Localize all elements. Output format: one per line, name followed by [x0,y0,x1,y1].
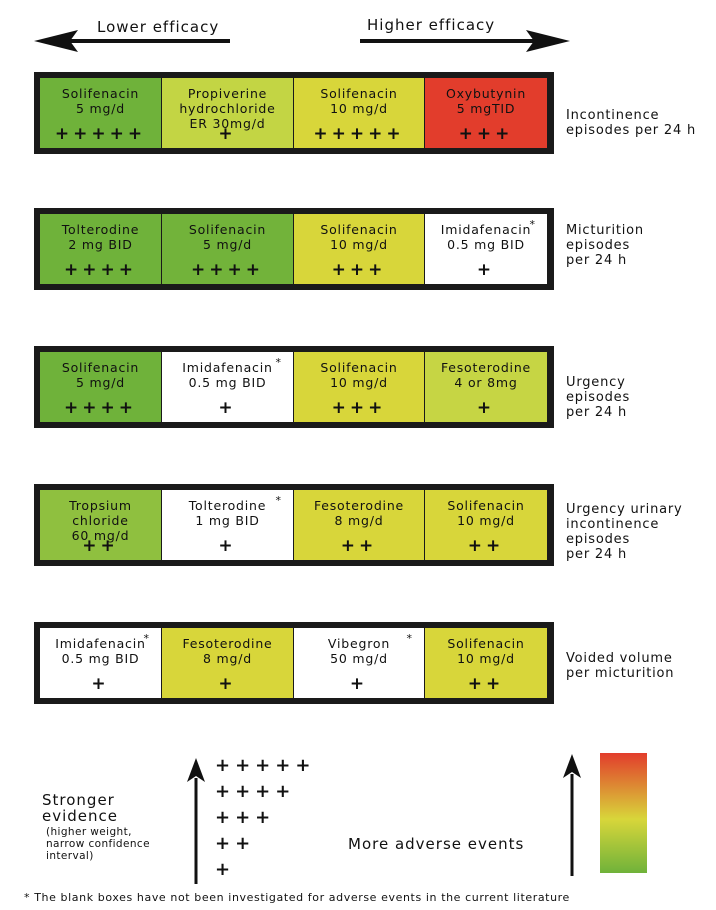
evidence-level: + [215,859,236,880]
drug-cell: Imidafenacin 0.5 mg BID * + [162,352,293,422]
asterisk-marker: * [406,632,413,645]
drug-label: Tolterodine 1 mg BID [188,498,267,528]
drug-label: Solifenacin 5 mg/d [61,360,140,390]
evidence-plus: +++ [458,124,514,144]
drug-cell: Solifenacin 10 mg/d +++ [294,214,424,284]
outcome-label: Micturition episodes per 24 h [566,223,644,268]
evidence-plus: + [349,674,369,694]
evidence-plus: ++++ [191,260,264,280]
efficacy-row: Tropsium chloride 60 mg/d ++ Tolterodine 1… [34,484,554,566]
left-arrowhead [34,30,78,52]
drug-cell: Solifenacin 10 mg/d ++ [425,628,547,698]
adverse-arrow [563,754,581,876]
drug-cell: Tropsium chloride 60 mg/d ++ [40,490,161,560]
drug-label: Oxybutynin 5 mgTID [445,86,527,116]
outcome-label: Urgency urinary incontinence episodes pe… [566,502,683,562]
drug-label: Propiverine hydrochloride ER 30mg/d [179,86,276,131]
adverse-gradient-bar [600,753,647,873]
adverse-events-label: More adverse events [348,835,525,853]
asterisk-marker: * [529,218,536,231]
drug-cell: Solifenacin 10 mg/d +++++ [294,78,424,148]
drug-label: Fesoterodine 4 or 8mg [440,360,532,390]
evidence-arrow [187,758,205,884]
drug-label: Solifenacin 5 mg/d [188,222,267,252]
right-arrowhead [526,30,570,52]
evidence-plus: + [476,398,496,418]
evidence-plus: +++ [331,260,387,280]
evidence-level: +++++ [215,755,316,776]
outcome-label: Voided volume per micturition [566,651,675,681]
drug-label: Tropsium chloride 60 mg/d [69,498,132,543]
evidence-plus: +++++ [313,124,405,144]
evidence-plus: + [218,674,237,694]
lower-efficacy-label: Lower efficacy [97,18,220,36]
drug-label: Solifenacin 10 mg/d [447,636,525,666]
asterisk-marker: * [275,356,282,369]
evidence-level: ++++ [215,781,296,802]
evidence-plus: + [218,398,237,418]
asterisk-marker: * [275,494,282,507]
efficacy-row: Imidafenacin 0.5 mg BID * + Fesoterodine 8 … [34,622,554,704]
drug-label: Fesoterodine 8 mg/d [313,498,405,528]
drug-label: Solifenacin 10 mg/d [320,222,398,252]
outcome-label: Urgency episodes per 24 h [566,375,631,420]
evidence-plus: ++ [467,674,505,694]
drug-cell: Fesoterodine 8 mg/d ++ [294,490,424,560]
drug-label: Imidafenacin 0.5 mg BID [182,360,273,390]
outcome-label: Incontinence episodes per 24 h [566,108,696,138]
evidence-plus: ++++ [64,260,137,280]
drug-cell: Solifenacin 10 mg/d +++ [294,352,424,422]
drug-label: Solifenacin 5 mg/d [61,86,140,116]
drug-label: Solifenacin 10 mg/d [447,498,525,528]
evidence-plus: ++++ [64,398,137,418]
drug-cell: Tolterodine 1 mg BID * + [162,490,293,560]
evidence-plus: ++ [467,536,505,556]
drug-cell: Solifenacin 5 mg/d ++++ [40,352,161,422]
evidence-level: +++ [215,807,276,828]
evidence-plus: ++ [82,536,119,556]
evidence-plus: + [218,536,237,556]
drug-cell: Solifenacin 5 mg/d +++++ [40,78,161,148]
higher-efficacy-label: Higher efficacy [367,16,496,34]
evidence-plus: +++ [331,398,387,418]
efficacy-arrows [34,30,570,52]
drug-cell: Solifenacin 10 mg/d ++ [425,490,547,560]
drug-cell: Solifenacin 5 mg/d ++++ [162,214,293,284]
drug-label: Solifenacin 10 mg/d [320,360,398,390]
drug-label: Imidafenacin 0.5 mg BID [440,222,532,252]
evidence-title: Stronger evidence [42,791,119,825]
drug-cell: Imidafenacin 0.5 mg BID * + [425,214,547,284]
evidence-note: (higher weight, narrow confidence interv… [46,826,150,862]
evidence-plus: + [476,260,496,280]
evidence-plus: + [218,124,237,144]
evidence-plus: ++ [340,536,378,556]
drug-label: Imidafenacin 0.5 mg BID [55,636,146,666]
drug-cell: Fesoterodine 4 or 8mg + [425,352,547,422]
evidence-plus: +++++ [54,124,147,144]
drug-label: Solifenacin 10 mg/d [320,86,398,116]
drug-cell: Tolterodine 2 mg BID ++++ [40,214,161,284]
footnote: * The blank boxes have not been investig… [24,891,570,904]
evidence-plus: + [91,674,110,694]
drug-cell: Fesoterodine 8 mg/d + [162,628,293,698]
drug-label: Fesoterodine 8 mg/d [182,636,273,666]
asterisk-marker: * [143,632,150,645]
drug-cell: Imidafenacin 0.5 mg BID * + [40,628,161,698]
efficacy-row: Solifenacin 5 mg/d +++++ Propiverine hydro… [34,72,554,154]
drug-cell: Oxybutynin 5 mgTID +++ [425,78,547,148]
drug-label: Vibegron 50 mg/d [327,636,391,666]
evidence-level: ++ [215,833,256,854]
drug-label: Tolterodine 2 mg BID [61,222,140,252]
efficacy-row: Solifenacin 5 mg/d ++++ Imidafenacin 0.5 m… [34,346,554,428]
drug-cell: Propiverine hydrochloride ER 30mg/d + [162,78,293,148]
efficacy-row: Tolterodine 2 mg BID ++++ Solifenacin 5 mg… [34,208,554,290]
drug-cell: Vibegron 50 mg/d * + [294,628,424,698]
